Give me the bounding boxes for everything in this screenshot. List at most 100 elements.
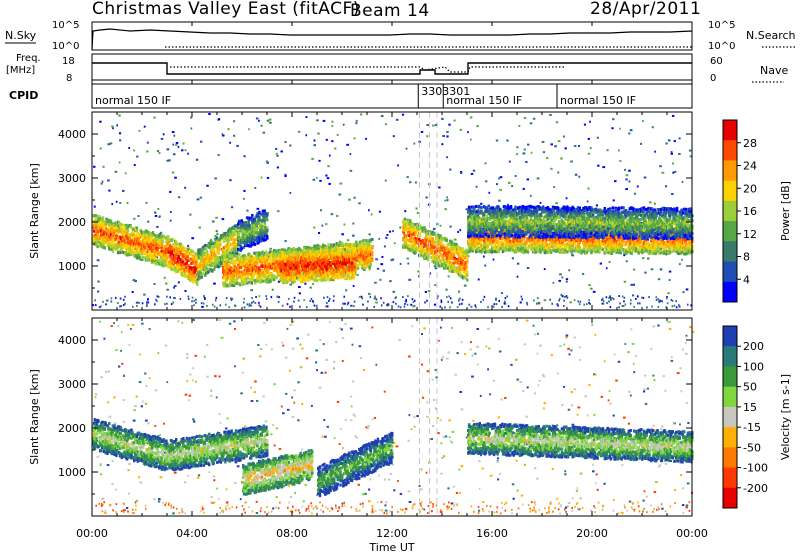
scatter-point	[668, 139, 671, 141]
scatter-point	[243, 198, 245, 200]
scatter-point	[458, 291, 460, 293]
scatter-point	[523, 152, 526, 154]
scatter-point	[665, 142, 667, 144]
scatter-point	[119, 139, 121, 141]
scatter-point	[171, 303, 173, 305]
scatter-point	[386, 234, 388, 236]
scatter-point	[571, 253, 573, 255]
scatter-point	[434, 304, 436, 306]
scatter-point	[232, 298, 234, 300]
scatter-point	[440, 225, 442, 227]
scatter-point	[515, 175, 517, 177]
scatter-point	[448, 124, 450, 126]
scatter-point	[389, 231, 391, 233]
scatter-point	[92, 304, 94, 306]
scatter-point	[459, 298, 461, 300]
scatter-point	[511, 185, 513, 187]
scatter-point	[546, 157, 548, 159]
scatter-point	[214, 306, 216, 308]
echo-cell	[196, 280, 198, 283]
scatter-point	[187, 153, 189, 155]
echo-cell	[196, 283, 198, 286]
scatter-point	[246, 210, 248, 212]
scatter-point	[174, 135, 176, 137]
scatter-point	[480, 301, 482, 303]
scatter-point	[187, 245, 189, 247]
scatter-point	[498, 177, 500, 179]
scatter-point	[447, 199, 449, 201]
echo-cell	[266, 214, 268, 217]
echo-cell	[213, 249, 215, 252]
scatter-point	[95, 304, 97, 306]
scatter-point	[354, 197, 356, 199]
scatter-point	[380, 263, 383, 265]
scatter-point	[642, 120, 644, 122]
scatter-point	[278, 296, 280, 298]
scatter-point	[362, 304, 364, 306]
echo-cell	[276, 276, 278, 279]
echo-cell	[353, 247, 355, 250]
scatter-point	[678, 153, 681, 155]
scatter-point	[483, 256, 485, 258]
scatter-point	[569, 301, 572, 303]
scatter-point	[212, 221, 215, 223]
scatter-point	[451, 301, 453, 303]
scatter-point	[484, 162, 486, 164]
echo-cell	[256, 262, 258, 265]
scatter-point	[115, 297, 117, 299]
scatter-point	[251, 302, 253, 304]
scatter-point	[284, 175, 286, 177]
freq-tick-bottom: 8	[66, 73, 72, 84]
scatter-point	[596, 204, 598, 206]
nsearch-label: N.Search	[746, 29, 796, 42]
scatter-point	[120, 298, 122, 300]
scatter-point	[380, 297, 382, 299]
scatter-point	[111, 125, 113, 127]
scatter-point	[447, 301, 449, 303]
scatter-point	[407, 262, 409, 264]
scatter-point	[671, 193, 674, 195]
scatter-point	[314, 139, 316, 141]
scatter-point	[146, 301, 148, 303]
scatter-point	[564, 296, 566, 298]
scatter-point	[155, 215, 157, 217]
scatter-point	[559, 273, 562, 275]
scatter-point	[97, 281, 99, 283]
scatter-point	[277, 210, 280, 212]
scatter-point	[272, 289, 274, 291]
scatter-point	[306, 116, 308, 118]
scatter-point	[228, 306, 230, 308]
scatter-point	[394, 242, 396, 244]
scatter-point	[178, 281, 180, 283]
scatter-point	[228, 128, 230, 130]
scatter-point	[610, 299, 612, 301]
scatter-point	[180, 298, 182, 300]
scatter-point	[590, 147, 592, 149]
echo-cell	[238, 232, 240, 235]
scatter-point	[611, 127, 613, 129]
scatter-point	[348, 199, 351, 201]
scatter-point	[319, 180, 321, 182]
scatter-point	[583, 304, 585, 306]
scatter-point	[446, 135, 448, 137]
scatter-point	[197, 198, 200, 200]
echo-cell	[142, 256, 144, 259]
scatter-point	[540, 202, 542, 204]
scatter-point	[493, 259, 495, 261]
scatter-point	[215, 299, 217, 301]
scatter-point	[266, 160, 268, 162]
scatter-point	[498, 300, 500, 302]
scatter-point	[259, 295, 261, 297]
scatter-point	[336, 215, 338, 217]
scatter-point	[144, 126, 146, 128]
scatter-point	[646, 306, 648, 308]
scatter-point	[359, 296, 361, 298]
scatter-point	[533, 299, 535, 301]
scatter-point	[277, 296, 279, 298]
scatter-point	[195, 299, 197, 301]
scatter-point	[496, 140, 498, 142]
scatter-point	[356, 122, 358, 124]
scatter-point	[574, 145, 577, 147]
echo-cell	[266, 235, 268, 238]
echo-cell	[166, 254, 168, 257]
